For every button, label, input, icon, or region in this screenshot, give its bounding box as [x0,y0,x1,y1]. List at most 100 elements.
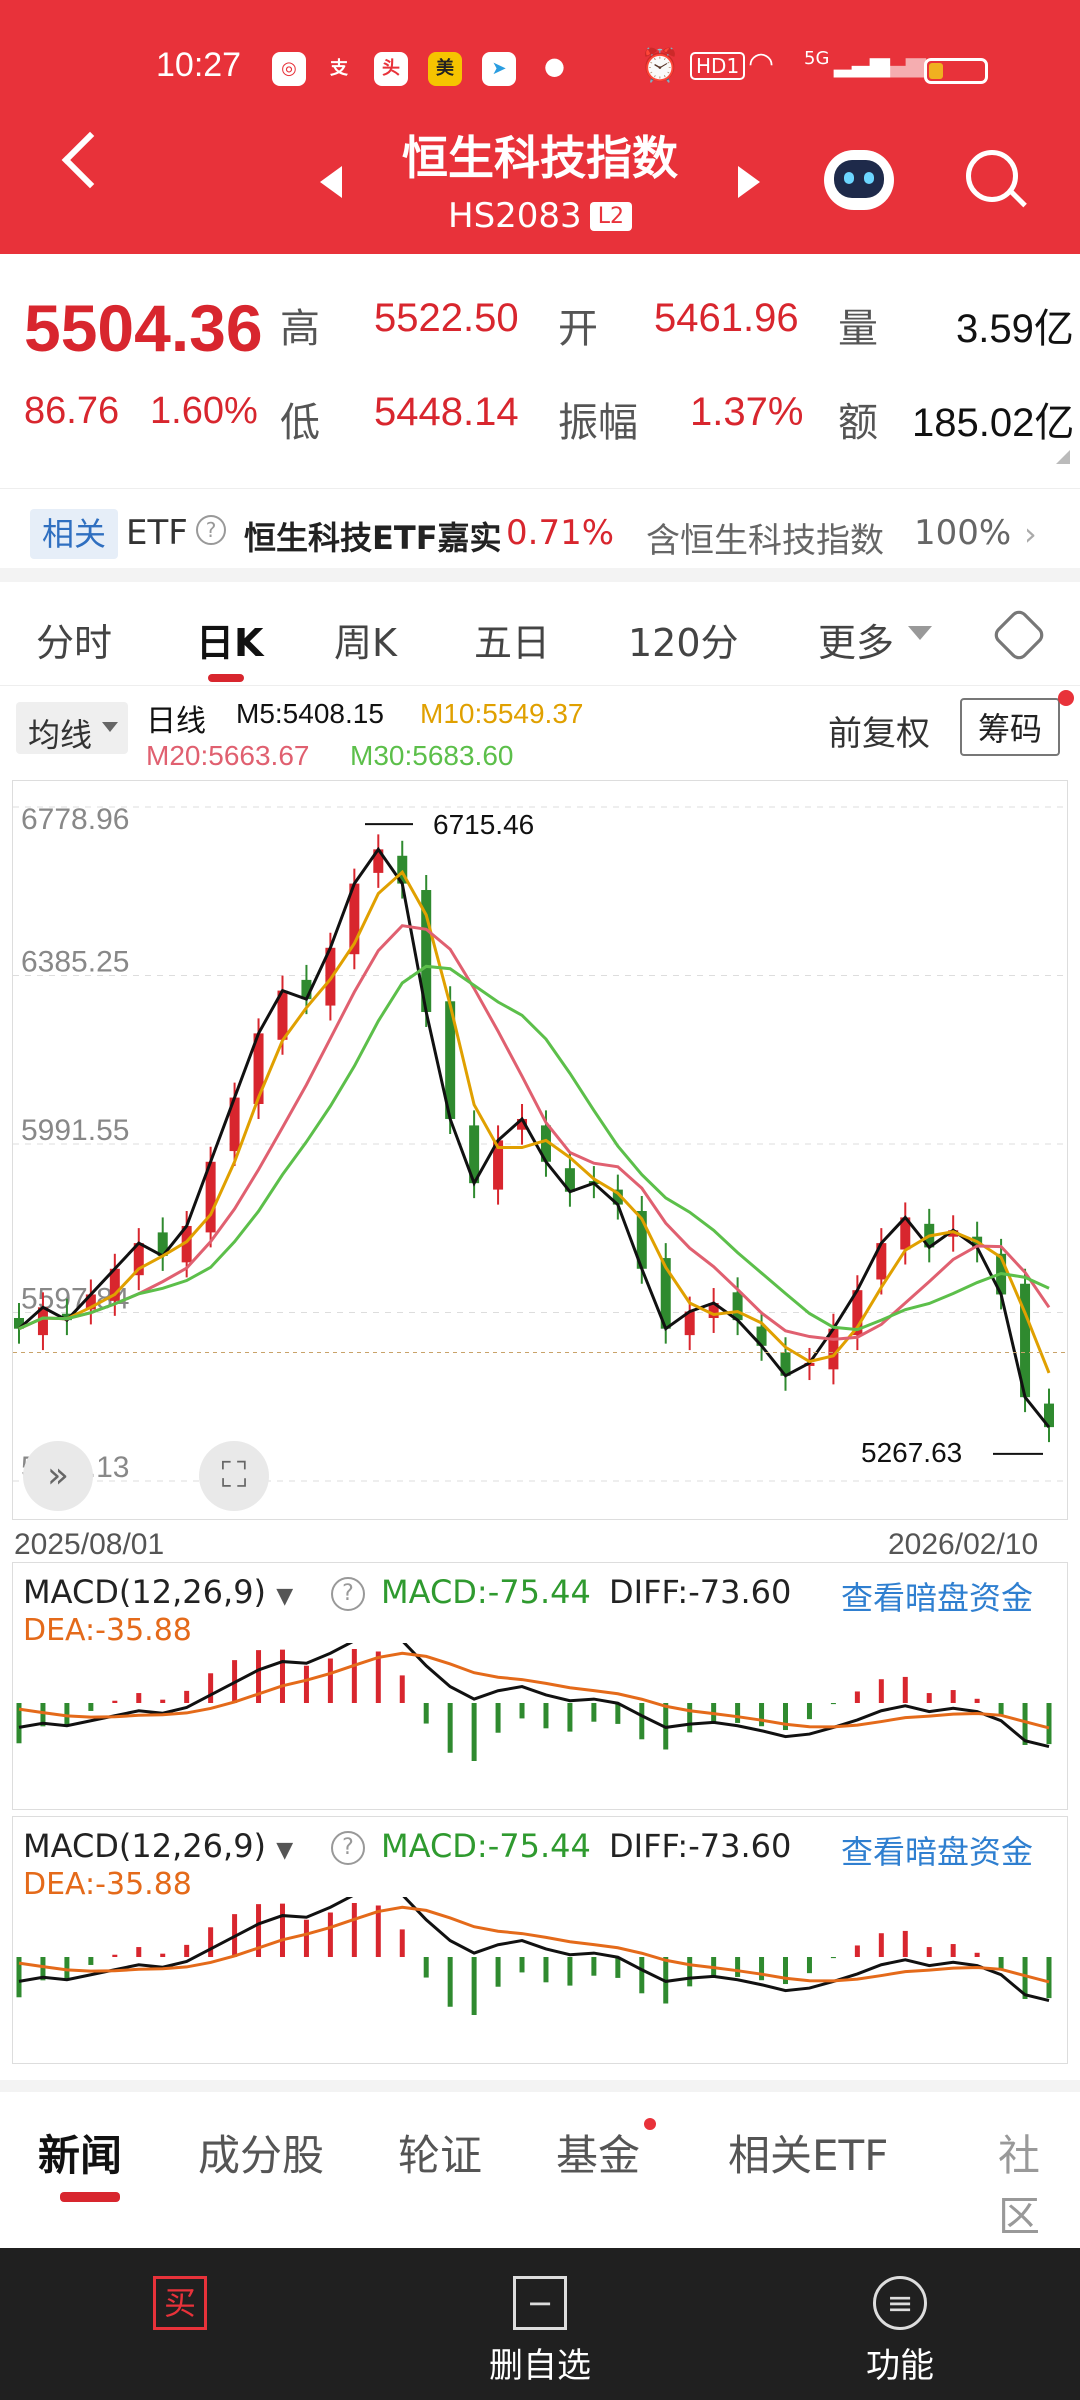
caret-down-icon [102,722,118,732]
tab-weekly-k[interactable]: 周K [334,621,397,665]
notification-dot [1058,690,1074,706]
tab-more[interactable]: 更多 [818,621,895,665]
candle-body [684,1311,695,1336]
ma20-value: M20:5663.67 [146,740,310,771]
adjust-mode[interactable]: 前复权 [828,715,930,753]
macd-label-2: MACD(12,26,9) [23,1827,267,1865]
prev-stock-icon[interactable] [320,166,342,198]
etf-fund-name: 恒生科技ETF嘉实 [244,519,502,557]
y-tick-label: 5991.55 [21,1114,129,1147]
low-label: 低 [280,401,320,445]
candle-body [852,1290,863,1336]
amount-label: 额 [838,401,878,445]
wifi-icon: ◠ [748,46,775,81]
x-label-start: 2025/08/01 [14,1528,165,1561]
dropdown-icon [908,626,932,640]
network-type: 5G [804,48,830,69]
chips-button[interactable]: 筹码 [960,698,1061,756]
macd-value-2: MACD:-75.44 [381,1827,591,1865]
kline-chart[interactable]: 6778.966385.255991.555597.845204.136715.… [12,780,1068,1520]
help-icon[interactable]: ? [196,515,226,545]
volume-value: 3.59亿 [956,307,1074,351]
candle-body [229,1097,240,1152]
candle-body [349,883,360,955]
kline-svg: 6778.966385.255991.555597.845204.136715.… [13,803,1067,1484]
buy-icon: 买 [153,2276,207,2330]
stock-code-text: HS2083 [448,196,582,236]
tab-community[interactable]: 社区 [998,2131,1041,2241]
active-tab-indicator [208,674,244,682]
settings-icon[interactable] [990,606,1048,664]
candle-body [732,1292,743,1321]
period-label: 日线 [146,705,206,738]
tab-warrants[interactable]: 轮证 [398,2131,483,2180]
candle-body [708,1303,719,1318]
low-value: 5448.14 [374,390,519,434]
candle-body [421,890,432,1012]
related-etf-bar[interactable]: 相关 ETF ? 恒生科技ETF嘉实 0.71% 含恒生科技指数 100% › [0,488,1080,582]
expand-corner-icon[interactable] [1056,450,1070,464]
tab-120min[interactable]: 120分 [628,621,739,665]
last-price: 5504.36 [24,291,263,365]
x-label-end: 2026/02/10 [888,1528,1039,1561]
candle-body [1044,1403,1054,1428]
macd-settings-2[interactable]: MACD(12,26,9) ▼ [23,1827,294,1865]
dea-value-1: DEA:-35.88 [23,1613,192,1648]
candle-body [660,1258,671,1329]
candle-body [277,990,288,1040]
tab-news[interactable]: 新闻 [38,2131,123,2180]
ma30-value: M30:5683.60 [350,740,514,771]
functions-button[interactable]: ≡ 功能 [800,2276,1000,2387]
tab-funds[interactable]: 基金 [556,2131,641,2180]
macd-svg-1 [16,1643,1052,1761]
tab-constituents[interactable]: 成分股 [198,2131,325,2180]
open-value: 5461.96 [654,296,799,340]
y-tick-label: 6778.96 [21,803,129,836]
remove-watchlist-button[interactable]: − 删自选 [440,2276,640,2387]
tab-daily-k[interactable]: 日K [196,621,264,665]
diff-value-1: DIFF:-73.60 [609,1573,792,1611]
candle-body [900,1217,911,1250]
toutiao-notification-icon: 头 [374,52,408,86]
dark-pool-link-1[interactable]: 查看暗盘资金 [841,1579,1034,1617]
fullscreen-icon[interactable]: ⛶ [199,1441,269,1511]
content-tabs: 新闻 成分股 轮证 基金 相关ETF 社区 [0,2080,1080,2241]
next-stock-icon[interactable] [738,166,760,198]
macd-help-icon-1[interactable]: ? [331,1577,365,1611]
macd-panel-1[interactable]: MACD(12,26,9) ▼ ? MACD:-75.44 DIFF:-73.6… [12,1562,1068,1810]
amount-value: 185.02亿 [912,401,1075,445]
tab-five-day[interactable]: 五日 [474,621,551,665]
etf-contains-text: 含恒生科技指数 [646,521,884,561]
amplitude-value: 1.37% [690,390,804,434]
candle-body [14,1317,24,1329]
tab-intraday[interactable]: 分时 [36,621,113,665]
app-notification-icon: ◎ [272,52,306,86]
y-tick-label: 6385.25 [21,946,129,979]
functions-label: 功能 [866,2346,934,2386]
buy-button[interactable]: 买 [130,2276,230,2338]
macd-settings-1[interactable]: MACD(12,26,9) ▼ [23,1573,294,1611]
candle-body [301,979,312,1000]
macd-panel-2[interactable]: MACD(12,26,9) ▼ ? MACD:-75.44 DIFF:-73.6… [12,1816,1068,2064]
tab-related-etf[interactable]: 相关ETF [728,2131,889,2180]
expand-sidebar-icon[interactable]: » [23,1441,93,1511]
signal-2-icon: ▂▃▅ [870,48,926,78]
candle-body [780,1352,791,1376]
search-icon[interactable] [966,150,1018,202]
robot-assistant-icon[interactable] [824,150,894,210]
diff-line [18,1897,1050,2003]
ma5-line [18,846,1051,1429]
price-change-pct: 1.60% [150,390,258,432]
ma10-line [18,869,1051,1374]
high-label: 高 [280,307,320,351]
macd-help-icon-2[interactable]: ? [331,1831,365,1865]
indicator-selector[interactable]: 均线 [16,702,128,754]
remove-watchlist-label: 删自选 [489,2346,591,2386]
related-tag: 相关 [30,509,119,559]
menu-circle-icon: ≡ [873,2276,927,2330]
candle-body [636,1210,647,1269]
dark-pool-link-2[interactable]: 查看暗盘资金 [841,1833,1034,1871]
period-tabs: 分时 日K 周K 五日 120分 更多 [0,596,1080,686]
battery-level [929,63,943,79]
candle-body [564,1168,575,1192]
